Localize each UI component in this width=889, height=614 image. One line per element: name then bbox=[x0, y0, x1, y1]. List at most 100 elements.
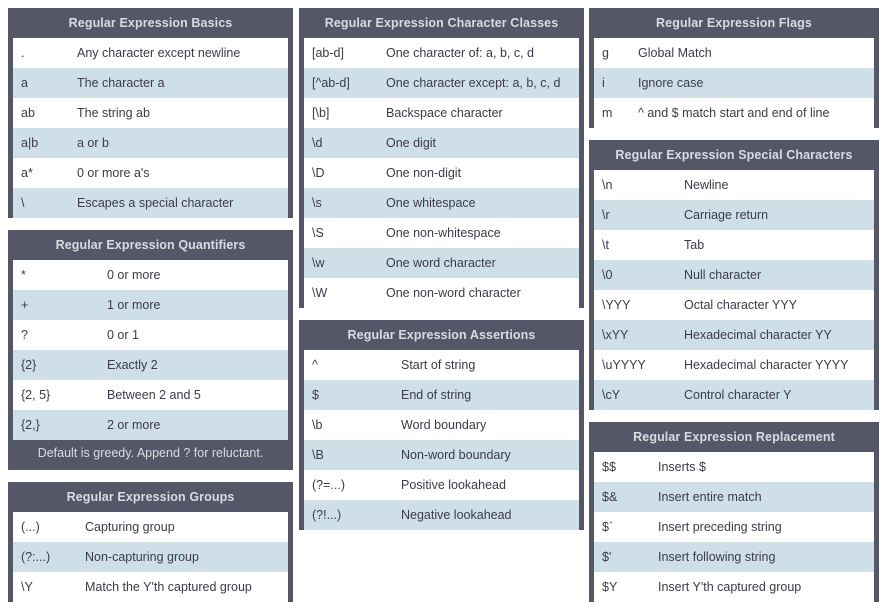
table-row: {2,} 2 or more bbox=[13, 410, 288, 440]
row-description: The string ab bbox=[77, 106, 150, 120]
row-description: One non-whitespace bbox=[386, 226, 501, 240]
row-token: \n bbox=[602, 178, 613, 192]
card-title-character-classes: Regular Expression Character Classes bbox=[324, 16, 559, 30]
table-row: \D One non-digit bbox=[304, 158, 579, 188]
card-title-special-characters: Regular Expression Special Characters bbox=[615, 148, 853, 162]
row-token: \Y bbox=[21, 580, 33, 594]
row-description: a or b bbox=[77, 136, 109, 150]
row-description: Insert entire match bbox=[658, 490, 762, 504]
table-groups: (...) Capturing group (?:...) Non-capturing… bbox=[13, 512, 288, 602]
row-token: \cY bbox=[602, 388, 621, 402]
table-row: $` Insert preceding string bbox=[594, 512, 874, 542]
table-row: \B Non-word boundary bbox=[304, 440, 579, 470]
row-token: + bbox=[21, 298, 29, 312]
table-row: ? 0 or 1 bbox=[13, 320, 288, 350]
table-row: $Y Insert Y'th captured group bbox=[594, 572, 874, 602]
row-description: Non-word boundary bbox=[401, 448, 511, 462]
table-row: [ab-d] One character of: a, b, c, d bbox=[304, 38, 579, 68]
card-title-quantifiers: Regular Expression Quantifiers bbox=[55, 238, 246, 252]
row-description: Word boundary bbox=[401, 418, 487, 432]
table-row: {2} Exactly 2 bbox=[13, 350, 288, 380]
row-token: a|b bbox=[21, 136, 39, 150]
row-token: \b bbox=[312, 418, 323, 432]
row-description: Hexadecimal character YY bbox=[684, 328, 832, 342]
row-token: \W bbox=[312, 286, 328, 300]
card-flags: Regular Expression Flags g Global Match i I… bbox=[589, 8, 879, 128]
table-row: (?!...) Negative lookahead bbox=[304, 500, 579, 530]
row-token: $' bbox=[602, 550, 612, 564]
table-row: \YYY Octal character YYY bbox=[594, 290, 874, 320]
table-row: \uYYYY Hexadecimal character YYYY bbox=[594, 350, 874, 380]
row-token: \YYY bbox=[602, 298, 631, 312]
row-token: $& bbox=[602, 490, 618, 504]
row-description: Insert following string bbox=[658, 550, 776, 564]
table-row: {2, 5} Between 2 and 5 bbox=[13, 380, 288, 410]
table-row: \r Carriage return bbox=[594, 200, 874, 230]
row-description: Any character except newline bbox=[77, 46, 241, 60]
table-row: \cY Control character Y bbox=[594, 380, 874, 410]
table-basics: . Any character except newline a The charac… bbox=[13, 38, 288, 218]
row-token: [\b] bbox=[312, 106, 330, 120]
card-title-groups: Regular Expression Groups bbox=[66, 490, 235, 504]
row-token: \S bbox=[312, 226, 324, 240]
table-row: \0 Null character bbox=[594, 260, 874, 290]
table-flags: g Global Match i Ignore case m ^ and $ match … bbox=[594, 38, 874, 128]
card-character-classes: Regular Expression Character Classes [ab… bbox=[299, 8, 584, 308]
table-row: a* 0 or more a's bbox=[13, 158, 288, 188]
card-quantifiers: Regular Expression Quantifiers * 0 or mor… bbox=[8, 230, 293, 470]
row-token: \s bbox=[312, 196, 322, 210]
row-token: a bbox=[21, 76, 28, 90]
row-token: . bbox=[21, 46, 25, 60]
row-token: \r bbox=[602, 208, 610, 222]
row-description: 1 or more bbox=[107, 298, 161, 312]
table-row: g Global Match bbox=[594, 38, 874, 68]
row-token: (?!...) bbox=[312, 508, 342, 522]
table-row: (?=...) Positive lookahead bbox=[304, 470, 579, 500]
row-description: End of string bbox=[401, 388, 472, 402]
row-token: * bbox=[21, 268, 26, 282]
row-description: Inserts $ bbox=[658, 460, 706, 474]
card-note-quantifiers: Default is greedy. Append ? for reluctan… bbox=[37, 446, 264, 460]
column-left: Regular Expression Basics . Any character… bbox=[8, 8, 293, 614]
row-description: Capturing group bbox=[85, 520, 175, 534]
row-description: Ignore case bbox=[638, 76, 704, 90]
row-token: \xYY bbox=[602, 328, 629, 342]
card-title-flags: Regular Expression Flags bbox=[656, 16, 812, 30]
column-middle: Regular Expression Character Classes [ab… bbox=[299, 8, 584, 542]
card-title-replacement: Regular Expression Replacement bbox=[633, 430, 835, 444]
row-token: ^ bbox=[312, 358, 318, 372]
row-description: Between 2 and 5 bbox=[107, 388, 201, 402]
row-token: (?:...) bbox=[21, 550, 51, 564]
row-description: 0 or more a's bbox=[77, 166, 150, 180]
table-row: m ^ and $ match start and end of line bbox=[594, 98, 874, 128]
row-description: One word character bbox=[386, 256, 496, 270]
table-row: . Any character except newline bbox=[13, 38, 288, 68]
row-token: \uYYYY bbox=[602, 358, 646, 372]
table-row: a The character a bbox=[13, 68, 288, 98]
row-description: One character of: a, b, c, d bbox=[386, 46, 534, 60]
row-description: One non-word character bbox=[386, 286, 521, 300]
row-description: ^ and $ match start and end of line bbox=[638, 106, 830, 120]
row-description: 2 or more bbox=[107, 418, 161, 432]
table-row: \W One non-word character bbox=[304, 278, 579, 308]
table-quantifiers: * 0 or more +1 or more? 0 or 1 {2} Exactly 2{… bbox=[13, 260, 288, 440]
card-title-basics: Regular Expression Basics bbox=[68, 16, 233, 30]
row-description: Octal character YYY bbox=[684, 298, 798, 312]
card-groups: Regular Expression Groups (...) Capturing… bbox=[8, 482, 293, 602]
row-description: Escapes a special character bbox=[77, 196, 234, 210]
card-title-assertions: Regular Expression Assertions bbox=[347, 328, 536, 342]
table-row: (?:...) Non-capturing group bbox=[13, 542, 288, 572]
row-description: Insert preceding string bbox=[658, 520, 782, 534]
row-token: \B bbox=[312, 448, 324, 462]
row-description: 0 or 1 bbox=[107, 328, 139, 342]
table-assertions: ^ Start of string $ End of string \b Word bou… bbox=[304, 350, 579, 530]
row-description: Start of string bbox=[401, 358, 476, 372]
table-row: \ Escapes a special character bbox=[13, 188, 288, 218]
table-row: ^ Start of string bbox=[304, 350, 579, 380]
row-token: a* bbox=[21, 166, 33, 180]
table-special-characters: \n Newline \r Carriage return \t Tab \0 Null ch… bbox=[594, 170, 874, 410]
table-row: ab The string ab bbox=[13, 98, 288, 128]
row-token: [ab-d] bbox=[312, 46, 344, 60]
table-row: \t Tab bbox=[594, 230, 874, 260]
